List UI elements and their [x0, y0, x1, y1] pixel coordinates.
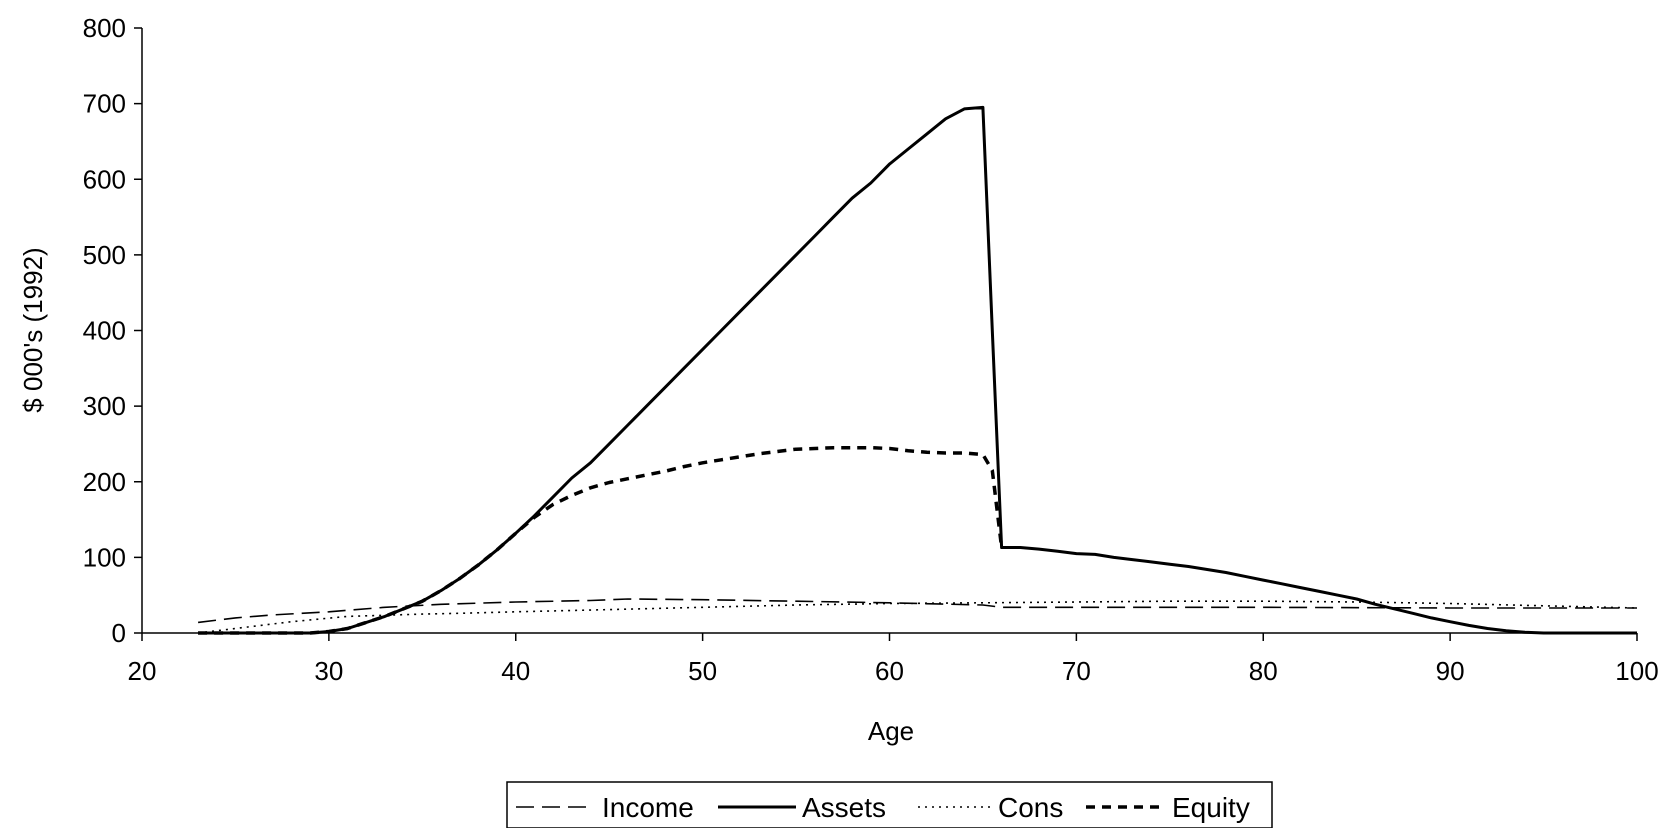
y-tick-label: 700 [83, 89, 126, 119]
legend-label-assets: Assets [802, 792, 886, 823]
x-tick-label: 20 [128, 656, 157, 686]
x-tick-label: 90 [1436, 656, 1465, 686]
x-tick-label: 30 [314, 656, 343, 686]
x-tick-label: 80 [1249, 656, 1278, 686]
legend-box [506, 781, 1273, 828]
x-tick-label: 100 [1615, 656, 1658, 686]
legend-label-income: Income [602, 792, 694, 823]
y-tick-label: 800 [83, 13, 126, 43]
y-tick-label: 0 [112, 618, 126, 648]
x-tick-label: 50 [688, 656, 717, 686]
y-tick-label: 400 [83, 316, 126, 346]
legend-label-cons: Cons [998, 792, 1063, 823]
y-tick-label: 200 [83, 467, 126, 497]
x-axis-title: Age [868, 716, 914, 746]
series-line-cons [198, 600, 1638, 634]
y-tick-label: 100 [83, 542, 126, 572]
x-tick-label: 40 [501, 656, 530, 686]
y-tick-label: 300 [83, 391, 126, 421]
y-axis-title: $ 000's (1992) [18, 247, 48, 412]
series-line-assets [198, 105, 1637, 635]
series-lines [198, 105, 1638, 635]
y-tick-label: 600 [83, 164, 126, 194]
y-tick-label: 500 [83, 240, 126, 270]
legend-label-equity: Equity [1172, 792, 1250, 823]
series-line-equity [198, 445, 1004, 635]
axes: 0 100 200 300 400 500 600 700 800 20 30 40 50 60 70 80 9… [83, 13, 1659, 686]
x-tick-label: 60 [875, 656, 904, 686]
series-line-income [198, 598, 1637, 624]
legend: Income Assets Cons Equity [506, 781, 1273, 828]
x-tick-label: 70 [1062, 656, 1091, 686]
